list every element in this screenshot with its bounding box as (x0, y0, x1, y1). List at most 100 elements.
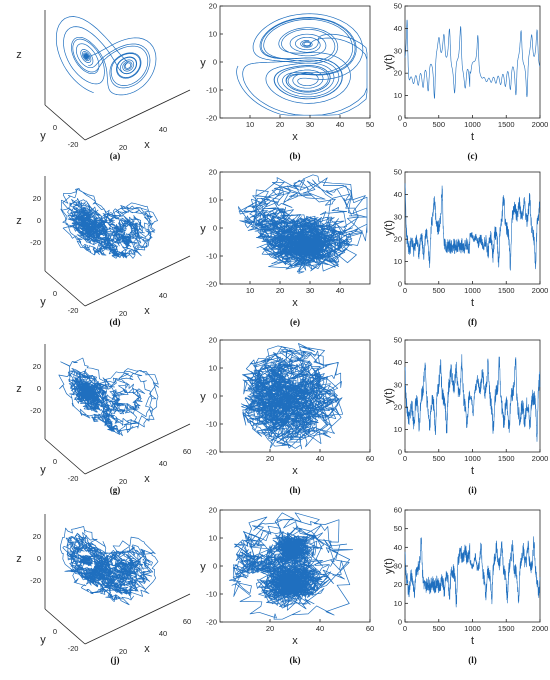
y-tick-label: 0 (53, 457, 57, 466)
z-tick-label: -20 (30, 238, 41, 247)
x-tick-label: 20 (119, 309, 127, 318)
panel-caption: (l) (468, 655, 477, 665)
time-series-line (404, 19, 541, 99)
y-axis-label: y(t) (383, 388, 395, 404)
y-tick-label: 0 (213, 58, 217, 67)
y-axis-label: y (40, 634, 46, 646)
trajectory-line (228, 512, 354, 620)
y-axis-label: y(t) (383, 558, 395, 574)
y-tick-label: 20 (209, 506, 217, 515)
axes-box (404, 171, 541, 285)
y-tick-label: 10 (209, 534, 217, 543)
x-tick-label: 500 (432, 120, 445, 129)
x-tick-label: 40 (336, 120, 344, 129)
x-tick-label: 60 (366, 454, 374, 463)
panel-i: 0 500 1000 1500 2000 50 40 30 20 10 0 t y(t) (i) (383, 336, 548, 496)
panel-e: 10 20 30 40 20 10 0 -10 -20 x y (e) (200, 168, 371, 327)
y-axis-label: y(t) (383, 54, 395, 70)
y-tick-label: 20 (394, 69, 402, 78)
panel-h: 20 40 60 20 10 0 -10 -20 x y (h) (200, 336, 374, 496)
y-axis-label: y (40, 296, 46, 308)
x-axis-label: x (144, 473, 150, 485)
y-tick-label: -20 (68, 644, 79, 653)
y-tick-label: -20 (68, 140, 79, 149)
y-tick-label: 0 (398, 114, 402, 123)
x-tick-label: 20 (119, 647, 127, 656)
y-axis-label: y (200, 223, 206, 235)
y-tick-label: 40 (394, 24, 402, 33)
y-tick-label: -10 (206, 252, 217, 261)
z-tick-label: 20 (33, 362, 41, 371)
panel-caption: (b) (290, 151, 301, 161)
time-series-line (404, 536, 541, 608)
x-tick-label: 40 (159, 459, 167, 468)
x-axis-line (84, 255, 191, 307)
x-tick-label: 30 (306, 120, 314, 129)
y-tick-label: 30 (394, 46, 402, 55)
x-tick-label: 40 (316, 454, 324, 463)
panel-f: 0 500 1000 1500 2000 50 40 30 20 10 0 t y(t) (f) (383, 168, 548, 328)
y-tick-label: 20 (394, 235, 402, 244)
y-tick-label: 50 (394, 524, 402, 533)
x-tick-label: 0 (403, 120, 407, 129)
x-tick-label: 500 (432, 624, 445, 633)
x-axis-line (84, 89, 191, 141)
z-axis-label: z (16, 215, 22, 227)
x-axis-label: x (292, 131, 298, 143)
x-tick-label: 0 (403, 624, 407, 633)
x-axis-line (84, 423, 191, 475)
y-tick-label: -10 (206, 590, 217, 599)
z-tick-label: -20 (30, 406, 41, 415)
y-tick-label: 50 (394, 168, 402, 177)
panel-caption: (h) (290, 485, 301, 495)
panel-caption: (k) (290, 655, 301, 665)
y-tick-label: 10 (209, 30, 217, 39)
y-tick-label: 0 (53, 123, 57, 132)
x-tick-label: 10 (246, 120, 254, 129)
x-tick-label: 50 (366, 120, 374, 129)
x-tick-label: 2000 (532, 286, 549, 295)
y-tick-label: -10 (206, 86, 217, 95)
y-tick-label: -20 (206, 280, 217, 289)
y-tick-label: 0 (398, 280, 402, 289)
x-tick-label: 20 (276, 286, 284, 295)
y-tick-label: 30 (394, 562, 402, 571)
y-tick-label: 20 (209, 336, 217, 345)
z-tick-label: 0 (37, 384, 41, 393)
z-axis-label: z (16, 383, 22, 395)
x-tick-label: 10 (246, 286, 254, 295)
y-tick-label: 0 (398, 448, 402, 457)
y-axis-label: y (200, 391, 206, 403)
y-tick-label: 30 (394, 380, 402, 389)
trajectory-line (236, 13, 368, 116)
x-tick-label: 1500 (498, 286, 515, 295)
panel-k: 20 40 60 20 10 0 -10 -20 x y (k) (200, 506, 374, 666)
x-tick-label: 40 (336, 286, 344, 295)
panel-caption: (j) (111, 655, 120, 665)
y-tick-label: 0 (398, 618, 402, 627)
y-axis-label: y (40, 464, 46, 476)
y-tick-label: -20 (206, 618, 217, 627)
y-tick-label: 10 (209, 196, 217, 205)
y-axis-label: y (200, 57, 206, 69)
x-tick-label: 1500 (498, 120, 515, 129)
x-tick-label: 60 (183, 617, 191, 626)
y-tick-label: 10 (209, 364, 217, 373)
y-tick-label: 20 (394, 403, 402, 412)
panel-caption: (e) (290, 317, 300, 327)
y-tick-label: 0 (213, 224, 217, 233)
time-series-line (404, 183, 541, 271)
panel-j: 20 40 60 0 -20 20 0 -20 x y z (j) (16, 514, 191, 665)
panel-d: 20 40 0 -20 20 0 -20 x y z (d) (16, 176, 191, 327)
x-tick-label: 40 (159, 125, 167, 134)
y-axis-label: y (40, 130, 46, 142)
y-axis-line (44, 270, 86, 307)
x-tick-label: 1000 (464, 454, 481, 463)
x-tick-label: 2000 (532, 624, 549, 633)
trajectory-3d-line (55, 16, 157, 96)
trajectory-line (237, 174, 368, 274)
axes-box (219, 5, 371, 119)
x-tick-label: 500 (432, 454, 445, 463)
x-tick-label: 20 (119, 143, 127, 152)
x-tick-label: 20 (266, 624, 274, 633)
